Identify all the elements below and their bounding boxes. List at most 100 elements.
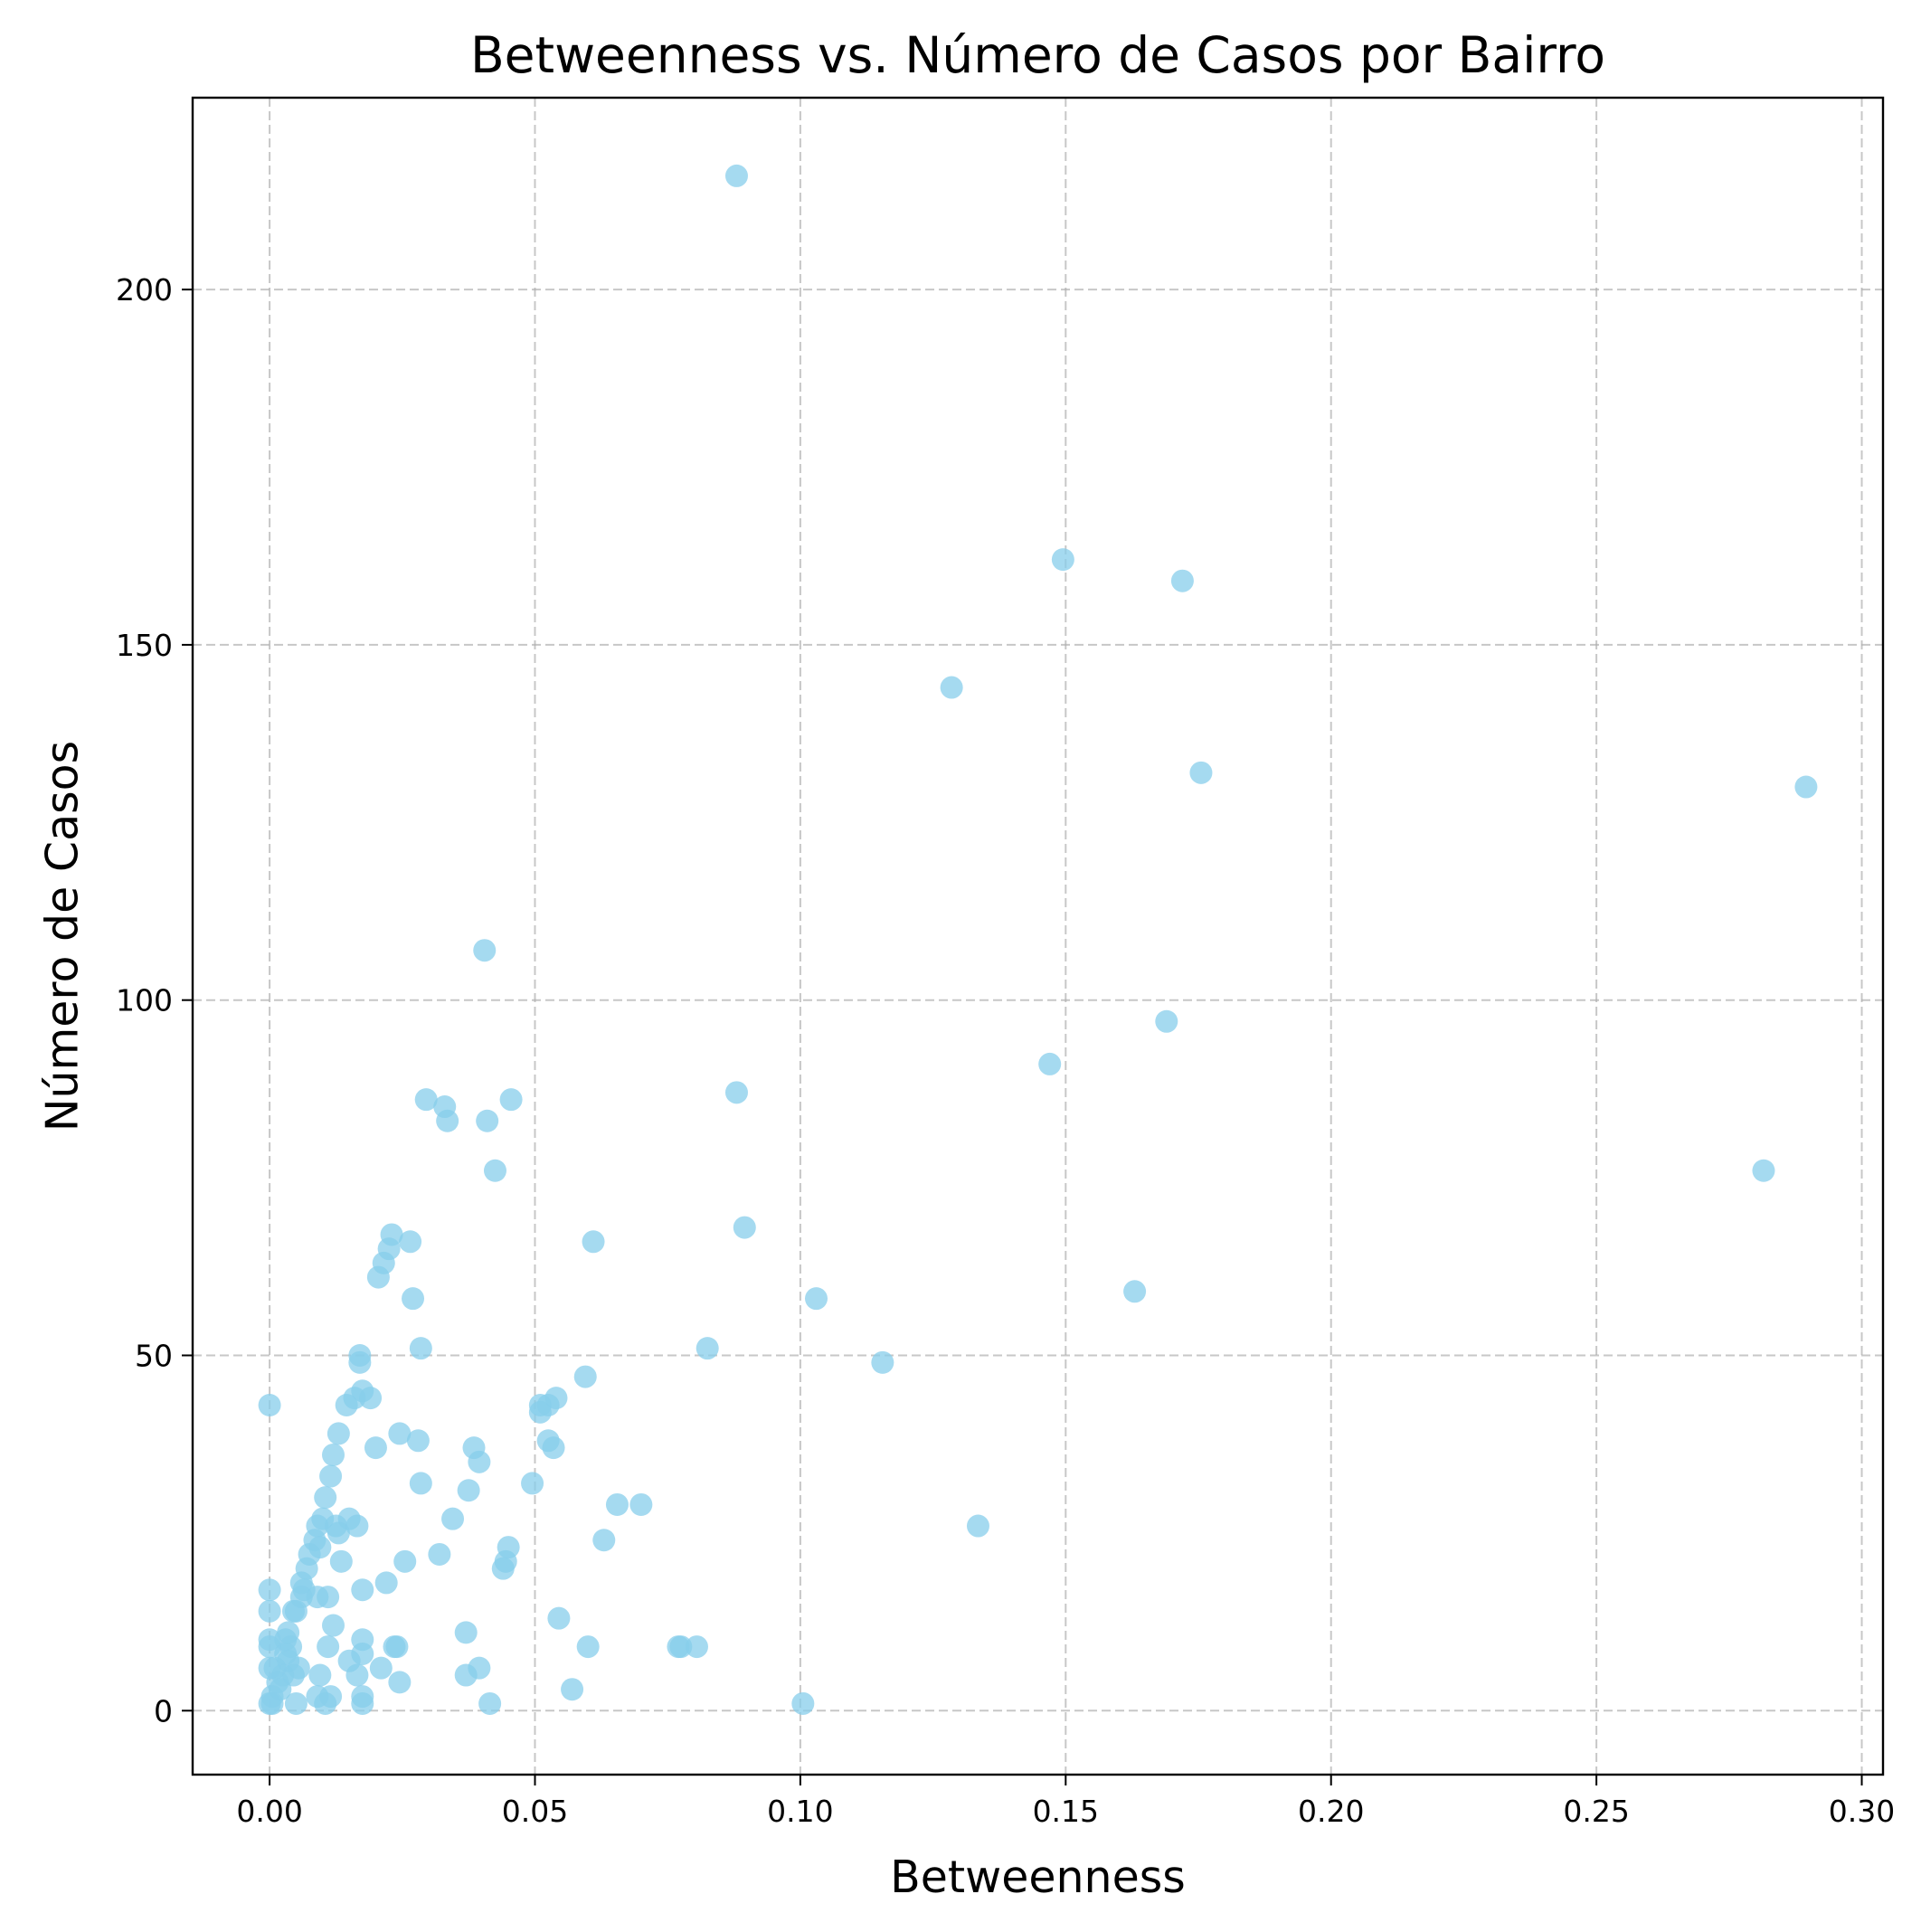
data-point bbox=[1038, 1052, 1062, 1075]
chart-title: Betweenness vs. Número de Casos por Bair… bbox=[470, 26, 1605, 84]
data-point bbox=[669, 1635, 693, 1659]
data-point bbox=[402, 1287, 425, 1311]
data-point bbox=[326, 1422, 350, 1445]
data-point bbox=[317, 1635, 340, 1659]
data-point bbox=[406, 1429, 430, 1453]
data-point bbox=[478, 1691, 502, 1715]
data-point bbox=[345, 1514, 369, 1538]
data-point bbox=[428, 1542, 451, 1566]
data-point bbox=[322, 1614, 345, 1637]
data-point bbox=[476, 1109, 499, 1132]
data-point bbox=[364, 1436, 387, 1460]
data-point bbox=[351, 1691, 374, 1715]
data-point bbox=[592, 1529, 616, 1552]
data-point bbox=[314, 1486, 337, 1510]
data-point bbox=[281, 1599, 305, 1623]
data-point bbox=[468, 1450, 491, 1473]
data-point bbox=[351, 1578, 374, 1602]
data-point bbox=[871, 1350, 894, 1374]
data-point bbox=[1189, 761, 1213, 784]
data-point bbox=[414, 1088, 438, 1112]
data-point bbox=[1123, 1280, 1147, 1303]
data-point bbox=[547, 1606, 571, 1630]
y-axis-label: Número de Casos bbox=[37, 741, 89, 1132]
data-point bbox=[258, 1599, 281, 1623]
data-point bbox=[388, 1422, 412, 1445]
data-point bbox=[329, 1549, 353, 1573]
data-point bbox=[399, 1230, 422, 1254]
data-point bbox=[383, 1635, 406, 1659]
y-tick-label: 0 bbox=[154, 1693, 173, 1728]
x-tick-label: 0.00 bbox=[236, 1794, 302, 1829]
data-point bbox=[1155, 1009, 1178, 1033]
data-point bbox=[388, 1671, 412, 1694]
data-point bbox=[308, 1663, 332, 1687]
data-point bbox=[483, 1159, 506, 1182]
data-point bbox=[724, 1081, 748, 1104]
x-tick-label: 0.05 bbox=[502, 1794, 568, 1829]
data-point bbox=[345, 1663, 369, 1687]
data-point bbox=[409, 1472, 432, 1495]
data-point bbox=[369, 1656, 393, 1680]
data-point bbox=[436, 1109, 459, 1132]
data-point bbox=[1170, 569, 1194, 592]
data-point bbox=[791, 1691, 815, 1715]
data-point bbox=[441, 1507, 465, 1530]
data-point bbox=[322, 1443, 345, 1466]
data-point bbox=[393, 1549, 417, 1573]
data-point bbox=[1051, 548, 1074, 572]
data-point bbox=[454, 1663, 478, 1687]
y-tick-label: 50 bbox=[135, 1339, 173, 1374]
data-point bbox=[260, 1691, 284, 1715]
data-point bbox=[629, 1492, 653, 1516]
data-point bbox=[724, 164, 748, 187]
x-tick-label: 0.30 bbox=[1829, 1794, 1895, 1829]
data-point bbox=[319, 1464, 343, 1488]
grid-lines bbox=[193, 98, 1883, 1775]
data-point bbox=[499, 1088, 523, 1112]
x-tick-label: 0.20 bbox=[1298, 1794, 1364, 1829]
data-point bbox=[366, 1265, 390, 1289]
data-point bbox=[457, 1479, 480, 1502]
data-point bbox=[374, 1571, 398, 1595]
data-point bbox=[284, 1691, 308, 1715]
plot-frame bbox=[191, 96, 1885, 1776]
data-point bbox=[940, 676, 963, 699]
data-point bbox=[521, 1472, 544, 1495]
data-point bbox=[314, 1691, 337, 1715]
data-point bbox=[733, 1216, 756, 1239]
data-point bbox=[348, 1350, 372, 1374]
data-point bbox=[542, 1436, 565, 1460]
data-point bbox=[409, 1337, 432, 1360]
data-point bbox=[573, 1365, 597, 1388]
x-axis-label: Betweenness bbox=[890, 1852, 1186, 1903]
data-point bbox=[317, 1586, 340, 1609]
data-point bbox=[1752, 1159, 1775, 1182]
data-point bbox=[576, 1635, 600, 1659]
data-point bbox=[685, 1635, 708, 1659]
y-tick-label: 150 bbox=[116, 628, 173, 663]
data-point bbox=[326, 1521, 350, 1545]
data-point bbox=[258, 1393, 281, 1416]
x-tick-label: 0.15 bbox=[1033, 1794, 1099, 1829]
x-tick-label: 0.10 bbox=[767, 1794, 833, 1829]
data-point bbox=[1794, 775, 1818, 799]
data-point bbox=[582, 1230, 605, 1254]
data-point bbox=[491, 1557, 515, 1580]
data-point bbox=[528, 1400, 552, 1424]
data-point bbox=[805, 1287, 828, 1311]
data-point bbox=[966, 1514, 989, 1538]
axis-ticks: 0.00 0.05 0.10 0.15 0.20 0.25 0.30 0 50 100 150 200 bbox=[116, 272, 1895, 1829]
scatter-points bbox=[258, 164, 1818, 1715]
data-point bbox=[335, 1393, 358, 1416]
data-point bbox=[561, 1678, 584, 1701]
data-point bbox=[696, 1337, 719, 1360]
data-point bbox=[605, 1492, 629, 1516]
data-point bbox=[258, 1578, 281, 1602]
data-point bbox=[454, 1621, 478, 1644]
data-point bbox=[359, 1387, 383, 1410]
x-tick-label: 0.25 bbox=[1563, 1794, 1629, 1829]
y-tick-label: 200 bbox=[116, 272, 173, 308]
